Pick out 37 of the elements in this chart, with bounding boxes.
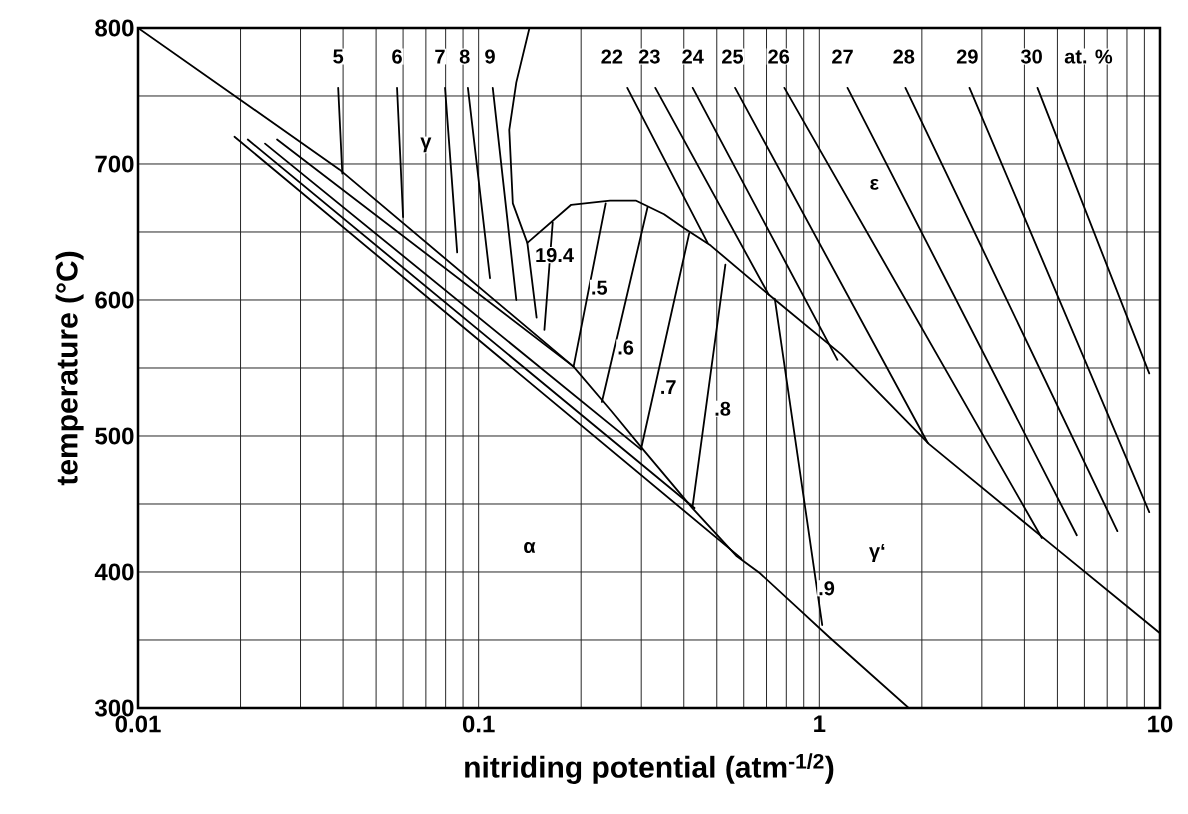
annotation: 7 bbox=[435, 49, 445, 64]
annotation: .6 bbox=[618, 340, 634, 355]
annotation: 23 bbox=[638, 49, 660, 64]
annotation: α bbox=[524, 542, 536, 553]
y-tick-label: 300 bbox=[94, 699, 134, 717]
annotation: .5 bbox=[592, 280, 608, 295]
annotation: γ bbox=[420, 137, 432, 153]
annotation: 30 bbox=[1020, 49, 1042, 64]
annotation: .9 bbox=[819, 581, 835, 596]
annotation: 6 bbox=[392, 49, 402, 64]
y-tick-label: 600 bbox=[95, 291, 134, 309]
annotation: 29 bbox=[956, 49, 978, 64]
annotation: 22 bbox=[601, 49, 623, 64]
x-tick-label: 0.01 bbox=[115, 715, 161, 733]
annotation: 9 bbox=[485, 49, 495, 64]
x-axis-title: nitriding potential (atm$^{-1/2}$) bbox=[465, 753, 834, 784]
x-tick-label: 1 bbox=[814, 715, 826, 733]
annotation: 26 bbox=[768, 49, 790, 64]
annotation: 28 bbox=[893, 49, 915, 64]
annotation: 25 bbox=[722, 49, 744, 64]
x-tick-label: 10 bbox=[1148, 715, 1173, 733]
y-tick-label: 800 bbox=[95, 19, 134, 37]
annotation: ε bbox=[870, 178, 879, 190]
annotation: at. % bbox=[1064, 49, 1113, 64]
annotation: 5 bbox=[333, 49, 344, 64]
y-tick-label: 400 bbox=[94, 563, 134, 581]
annotation: 19.4 bbox=[536, 248, 574, 263]
y-tick-label: 700 bbox=[95, 155, 134, 173]
annotation: γ‘ bbox=[869, 543, 885, 562]
annotation: 8 bbox=[459, 49, 470, 64]
annotation: 24 bbox=[682, 49, 704, 64]
y-tick-label: 500 bbox=[95, 427, 134, 445]
annotation: .8 bbox=[715, 401, 731, 416]
annotation: .7 bbox=[661, 380, 676, 394]
x-tick-label: 0.1 bbox=[462, 715, 495, 733]
y-axis-title: temperature (°C) bbox=[55, 251, 84, 486]
annotation: 27 bbox=[832, 49, 853, 64]
